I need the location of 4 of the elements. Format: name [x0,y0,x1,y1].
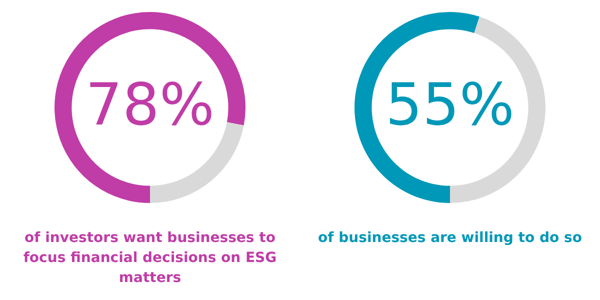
data-label: 78% [86,70,214,139]
data-label: 55% [386,70,514,139]
text: of businesses are willing to do so [318,229,582,248]
text: of investors want businesses to focus financial decisions on ESG matters [22,229,278,288]
